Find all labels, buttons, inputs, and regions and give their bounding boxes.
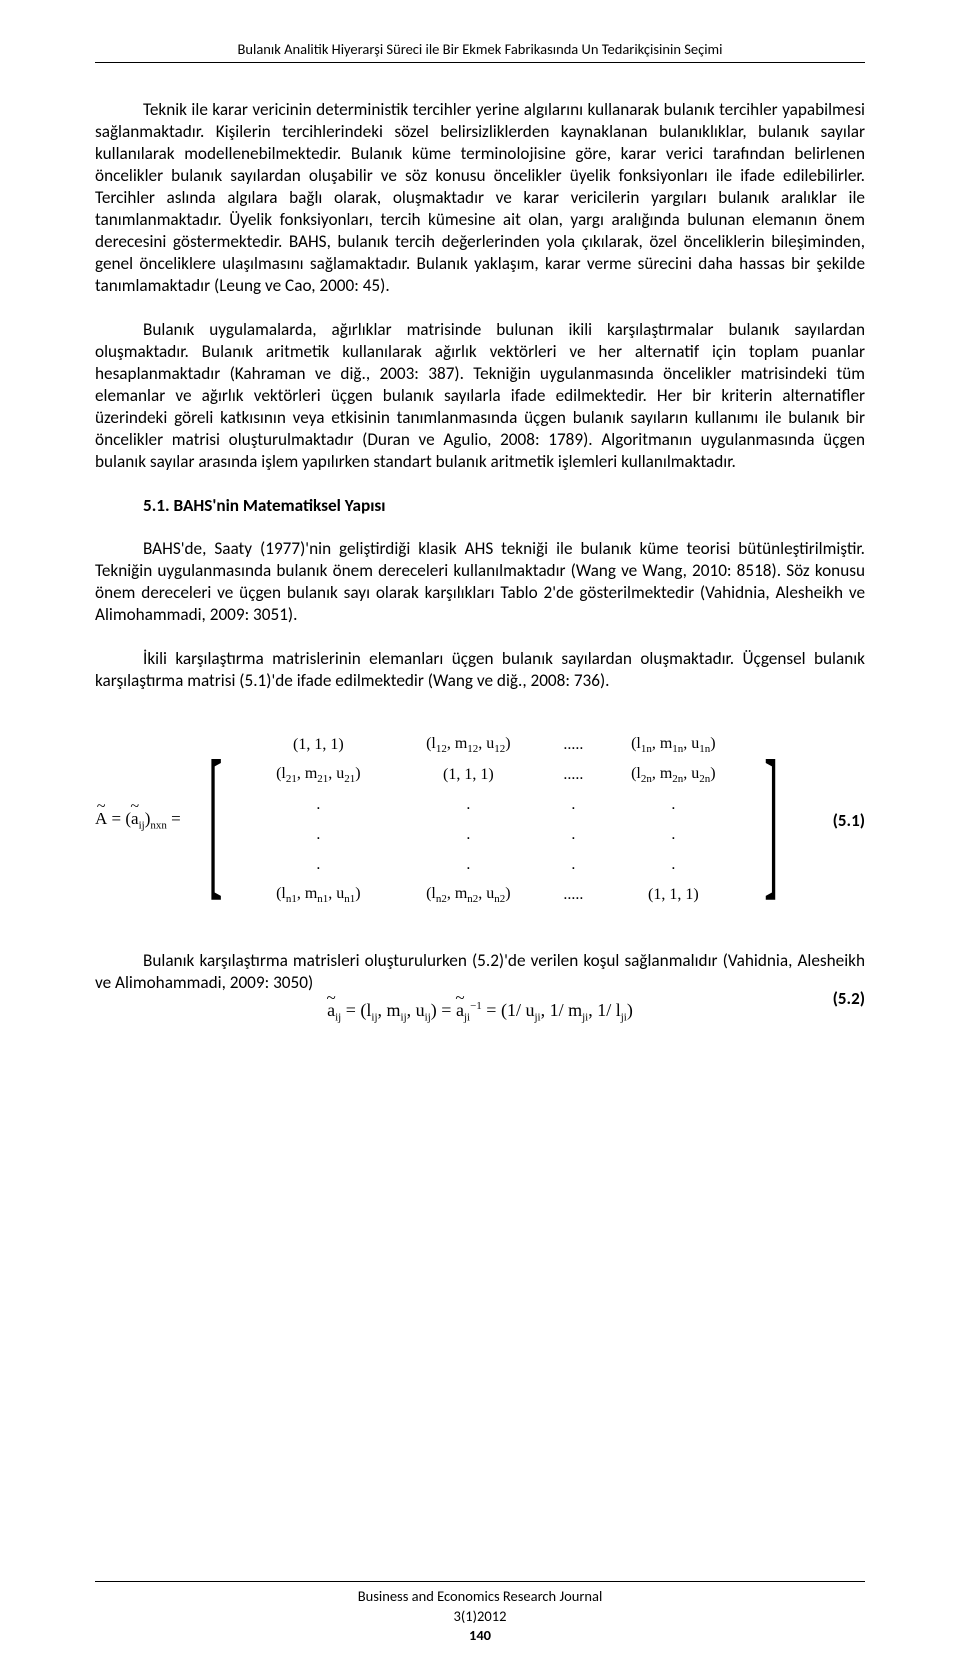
equation-5-2: (5.2) aij = (lij, mij, uij) = aji−1 = (1…	[95, 1000, 865, 1024]
paragraph-2: Bulanık uygulamalarda, ağırlıklar matris…	[95, 319, 865, 473]
running-head: Bulanık Analitik Hiyerarşi Süreci ile Bi…	[95, 40, 865, 67]
page-container: Bulanık Analitik Hiyerarşi Süreci ile Bi…	[0, 0, 960, 1672]
equation-5-2-body: aij = (lij, mij, uij) = aji−1 = (1/ uji,…	[95, 1000, 865, 1024]
section-heading-5-1: 5.1. BAHS'nin Matematiksel Yapısı	[143, 495, 865, 516]
paragraph-3: BAHS'de, Saaty (1977)'nin geliştirdiği k…	[95, 538, 865, 626]
footer-issue: 3(1)2012	[0, 1607, 960, 1627]
bracket-left-icon: [	[208, 735, 222, 905]
equation-number-5-2: (5.2)	[833, 988, 865, 1009]
footer-page-number: 140	[0, 1626, 960, 1646]
equation-5-1: A = (aij)nxn = [ (1, 1, 1) (l12, m12, u1…	[95, 730, 865, 910]
page-footer: Business and Economics Research Journal …	[0, 1581, 960, 1646]
matrix-lhs: A = (aij)nxn =	[95, 809, 187, 831]
bracket-right-icon: ]	[765, 735, 779, 905]
paragraph-4: İkili karşılaştırma matrislerinin eleman…	[95, 648, 865, 692]
paragraph-1: Teknik ile karar vericinin deterministik…	[95, 99, 865, 297]
equation-number-5-1: (5.1)	[833, 810, 865, 831]
matrix-body: (1, 1, 1) (l12, m12, u12) ..... (l1n, m1…	[243, 730, 743, 910]
paragraph-5: Bulanık karşılaştırma matrisleri oluştur…	[95, 950, 865, 994]
footer-rule	[95, 1581, 865, 1582]
footer-journal: Business and Economics Research Journal	[0, 1587, 960, 1607]
